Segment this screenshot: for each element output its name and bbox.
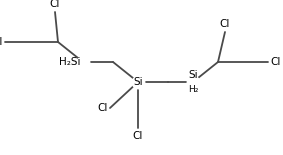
Text: Cl: Cl: [50, 0, 60, 9]
Text: Cl: Cl: [133, 131, 143, 141]
Text: Si: Si: [133, 77, 143, 87]
Text: Cl: Cl: [220, 19, 230, 29]
Text: H₂Si: H₂Si: [59, 57, 81, 67]
Text: H₂: H₂: [188, 85, 198, 94]
Text: Cl: Cl: [98, 103, 108, 113]
Text: Si: Si: [188, 70, 198, 80]
Text: Cl: Cl: [270, 57, 280, 67]
Text: Cl: Cl: [0, 37, 3, 47]
